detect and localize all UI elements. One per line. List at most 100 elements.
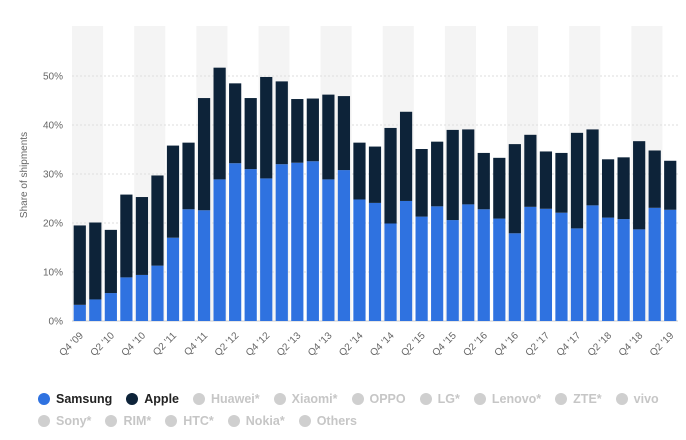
bar-apple-Q4--15[interactable] (446, 129, 459, 221)
bar-samsung-Q2--15[interactable] (415, 216, 428, 321)
bar-samsung-Q1--17[interactable] (524, 206, 537, 321)
bar-apple-Q1--19[interactable] (648, 150, 661, 208)
legend-item-apple[interactable]: Apple (126, 392, 179, 406)
bar-apple-Q3--17[interactable] (555, 152, 568, 213)
bar-samsung-Q4--12[interactable] (260, 178, 273, 321)
bar-apple-Q4--09[interactable] (73, 225, 86, 305)
bar-apple-Q1--16[interactable] (462, 129, 475, 205)
bar-samsung-Q2--10[interactable] (104, 293, 117, 321)
bar-apple-Q4--14[interactable] (384, 127, 397, 224)
bar-samsung-Q2--17[interactable] (539, 208, 553, 321)
bar-samsung-Q1--13[interactable] (275, 164, 288, 321)
bar-samsung-Q2--16[interactable] (477, 209, 490, 321)
bar-samsung-Q3--12[interactable] (244, 169, 257, 321)
legend-item-zte[interactable]: ZTE* (555, 392, 602, 406)
legend-item-sony[interactable]: Sony* (38, 414, 91, 428)
bar-samsung-Q4--14[interactable] (384, 223, 397, 321)
bar-samsung-Q3--15[interactable] (431, 206, 444, 321)
bar-apple-Q1--10[interactable] (89, 222, 102, 300)
legend-item-huawei[interactable]: Huawei* (193, 392, 260, 406)
bar-samsung-Q2--19[interactable] (664, 209, 677, 321)
bar-samsung-Q4--18[interactable] (633, 229, 646, 321)
bar-apple-Q2--15[interactable] (415, 149, 428, 217)
y-tick-label: 20% (43, 219, 63, 230)
bar-apple-Q3--12[interactable] (244, 98, 257, 170)
bar-samsung-Q1--14[interactable] (337, 170, 351, 321)
bar-samsung-Q3--17[interactable] (555, 212, 568, 321)
bar-samsung-Q4--17[interactable] (570, 228, 584, 321)
legend-item-oppo[interactable]: OPPO (351, 392, 406, 406)
bar-apple-Q3--14[interactable] (368, 146, 382, 203)
bar-samsung-Q1--15[interactable] (399, 200, 413, 321)
legend-item-xiaomi[interactable]: Xiaomi* (273, 392, 338, 406)
bar-apple-Q2--14[interactable] (353, 142, 366, 200)
bar-apple-Q1--13[interactable] (275, 81, 288, 165)
legend-item-htc[interactable]: HTC* (165, 414, 214, 428)
y-tick-label: 0% (49, 317, 64, 328)
bar-samsung-Q2--11[interactable] (166, 237, 180, 321)
bar-samsung-Q2--12[interactable] (229, 163, 242, 321)
bar-samsung-Q3--11[interactable] (182, 209, 195, 321)
bar-apple-Q4--10[interactable] (135, 197, 149, 275)
legend: Samsung Apple Huawei* Xiaomi* OPPO LG* Lenovo*… (38, 388, 678, 432)
bar-samsung-Q3--13[interactable] (306, 161, 319, 321)
bar-apple-Q4--16[interactable] (508, 144, 521, 234)
bar-apple-Q1--12[interactable] (213, 67, 226, 180)
bar-samsung-Q1--19[interactable] (648, 207, 661, 321)
bar-samsung-Q3--14[interactable] (368, 202, 382, 321)
bar-apple-Q1--15[interactable] (399, 111, 413, 201)
bar-apple-Q2--17[interactable] (539, 151, 553, 209)
bar-samsung-Q1--10[interactable] (89, 299, 102, 321)
bar-samsung-Q1--11[interactable] (151, 265, 164, 321)
legend-label: Huawei* (211, 392, 260, 406)
bar-apple-Q2--18[interactable] (601, 159, 615, 218)
bar-samsung-Q2--18[interactable] (601, 217, 615, 321)
legend-item-nokia[interactable]: Nokia* (227, 414, 285, 428)
legend-marker-icon (555, 393, 568, 405)
bar-apple-Q1--14[interactable] (337, 96, 351, 171)
bar-samsung-Q1--12[interactable] (213, 179, 226, 321)
bar-apple-Q4--17[interactable] (570, 132, 584, 229)
bar-apple-Q2--16[interactable] (477, 152, 490, 210)
bar-apple-Q4--11[interactable] (197, 98, 211, 211)
legend-item-lg[interactable]: LG* (419, 392, 460, 406)
bar-samsung-Q1--16[interactable] (462, 204, 475, 321)
bar-samsung-Q4--13[interactable] (322, 179, 335, 321)
legend-item-rim[interactable]: RIM* (105, 414, 151, 428)
bar-samsung-Q4--16[interactable] (508, 233, 521, 321)
bar-samsung-Q4--10[interactable] (135, 274, 149, 321)
bar-apple-Q3--13[interactable] (306, 98, 319, 162)
bar-samsung-Q2--14[interactable] (353, 199, 366, 321)
bar-samsung-Q1--18[interactable] (586, 205, 599, 321)
bar-samsung-Q2--13[interactable] (291, 162, 304, 321)
bar-apple-Q4--18[interactable] (633, 141, 646, 230)
bar-apple-Q2--13[interactable] (291, 99, 304, 163)
bar-apple-Q3--16[interactable] (493, 157, 506, 219)
bar-apple-Q1--18[interactable] (586, 129, 599, 206)
bar-apple-Q2--11[interactable] (166, 145, 180, 238)
bar-apple-Q1--17[interactable] (524, 134, 537, 207)
bar-samsung-Q4--15[interactable] (446, 220, 459, 321)
bar-apple-Q2--10[interactable] (104, 229, 117, 294)
legend-label: vivo (633, 392, 659, 406)
bar-samsung-Q4--11[interactable] (197, 210, 211, 321)
bar-apple-Q4--12[interactable] (260, 76, 273, 179)
bar-apple-Q4--13[interactable] (322, 94, 335, 180)
bar-samsung-Q3--18[interactable] (617, 219, 630, 321)
bar-apple-Q3--15[interactable] (431, 141, 444, 207)
bar-samsung-Q3--16[interactable] (493, 218, 506, 321)
legend-item-samsung[interactable]: Samsung (38, 392, 112, 406)
bar-apple-Q2--19[interactable] (664, 160, 677, 210)
legend-item-vivo[interactable]: vivo (615, 392, 659, 406)
bar-apple-Q3--18[interactable] (617, 157, 630, 220)
bar-apple-Q3--11[interactable] (182, 142, 195, 210)
legend-item-others[interactable]: Others (298, 414, 357, 428)
bar-apple-Q3--10[interactable] (120, 194, 133, 278)
bar-apple-Q1--11[interactable] (151, 175, 164, 266)
legend-item-lenovo[interactable]: Lenovo* (473, 392, 541, 406)
legend-label: LG* (437, 392, 460, 406)
bar-samsung-Q4--09[interactable] (73, 304, 86, 321)
bar-apple-Q2--12[interactable] (229, 83, 242, 164)
bar-samsung-Q3--10[interactable] (120, 277, 133, 321)
x-tick-label: Q2 '18 (586, 330, 615, 359)
